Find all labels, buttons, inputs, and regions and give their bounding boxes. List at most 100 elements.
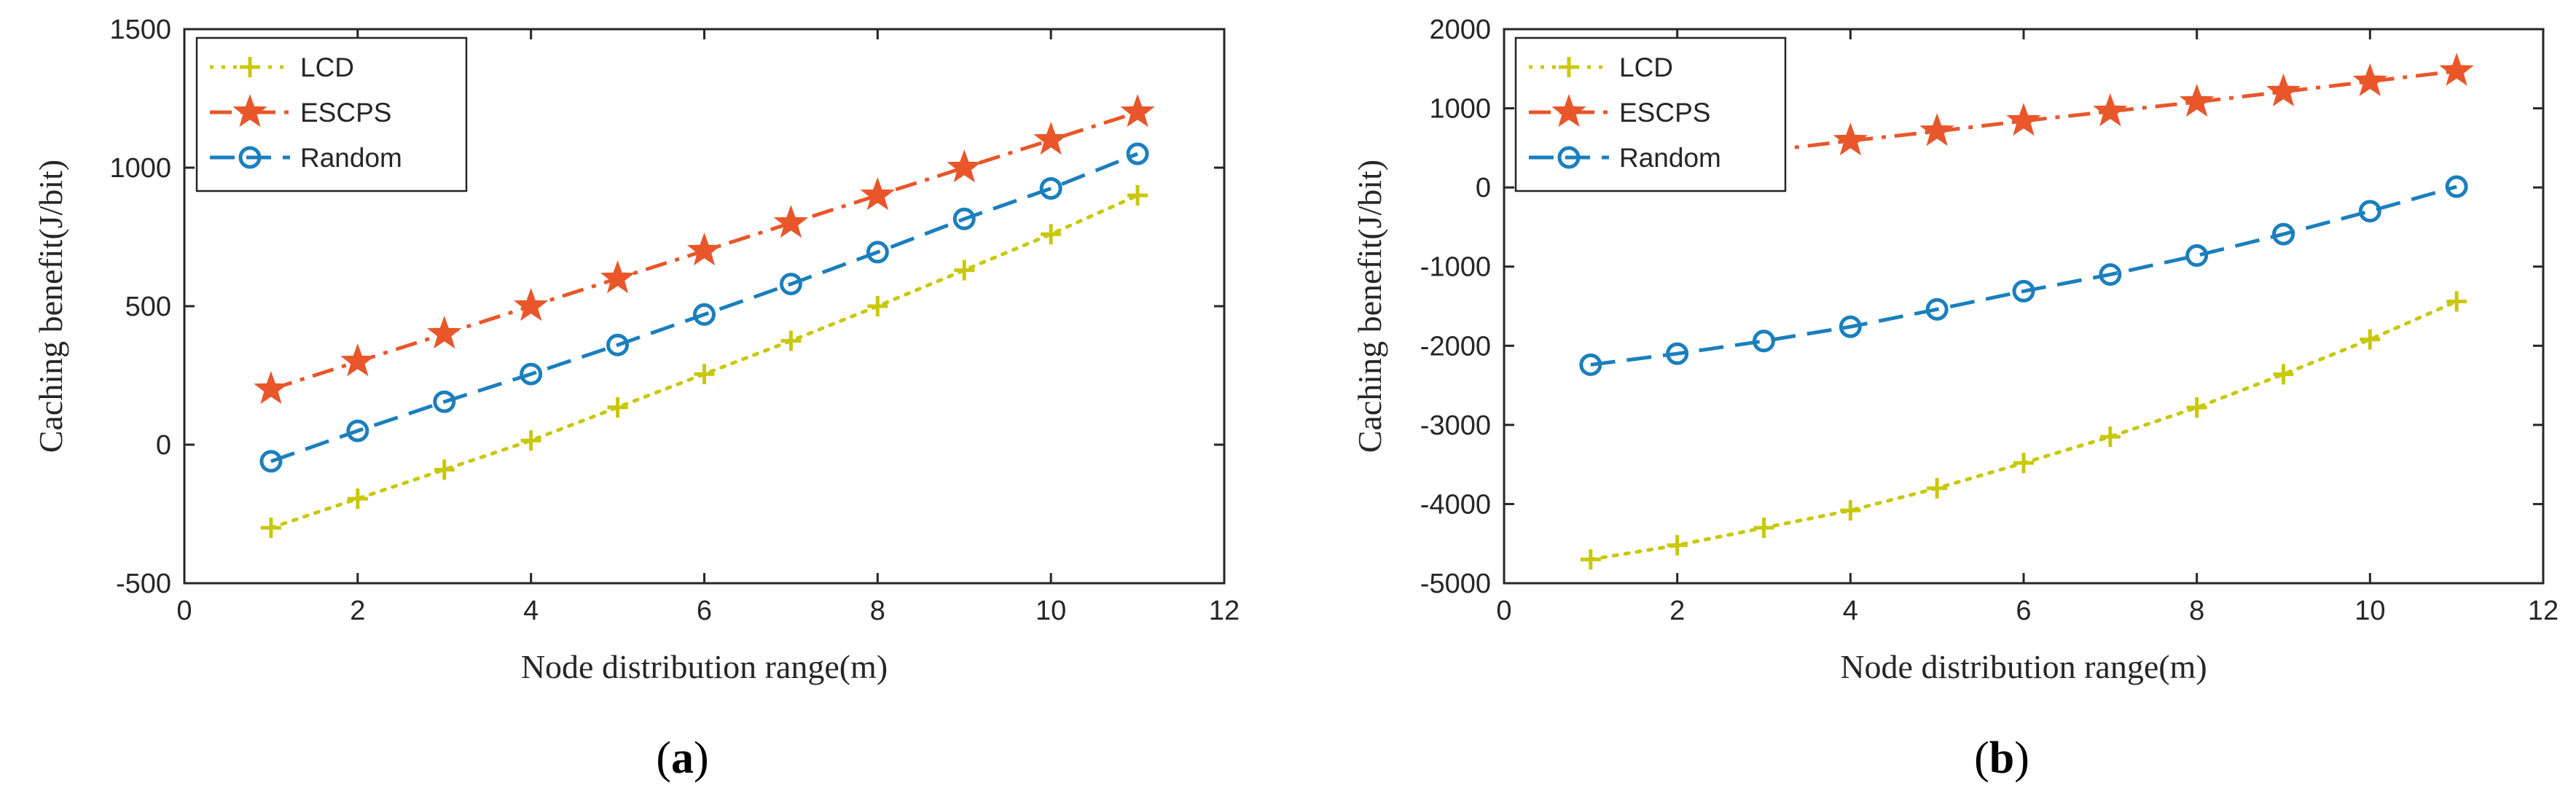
caption-close: ) (694, 733, 709, 783)
data-point-lcd (434, 459, 455, 480)
data-point-lcd (2273, 364, 2294, 385)
data-point-lcd (1840, 500, 1861, 521)
data-point-lcd (1667, 534, 1688, 556)
chart-panel-b: 0 2 4 6 8 10 12 -5000 -4000 -3000 -2000 -1000 0 1000 2… (1351, 15, 2559, 783)
x-tick-label: 10 (2354, 596, 2385, 626)
y-tick-label: 1500 (109, 15, 171, 45)
data-point-lcd (694, 364, 715, 385)
data-point-lcd (1041, 224, 1062, 245)
data-point-random (606, 333, 630, 356)
x-tick-label: 8 (870, 596, 885, 626)
data-point-escps (2439, 52, 2474, 86)
data-point-escps (1120, 94, 1155, 128)
data-point-random (2012, 279, 2035, 303)
data-point-lcd (954, 260, 975, 281)
y-tick-label: 500 (125, 292, 171, 322)
data-point-lcd (2099, 426, 2121, 448)
data-point-lcd (2446, 291, 2467, 312)
data-point-random (2099, 263, 2122, 287)
data-point-random (2445, 175, 2468, 198)
data-point-escps (2266, 73, 2301, 106)
y-tick-label: -2000 (1420, 331, 1491, 362)
legend-label-lcd: LCD (300, 52, 354, 82)
x-tick-label: 6 (697, 596, 712, 626)
data-point-random (1579, 353, 1602, 376)
legend-label-escps: ESCPS (1619, 98, 1710, 128)
series-random (259, 142, 1149, 473)
data-point-lcd (520, 430, 541, 451)
data-point-escps (254, 371, 289, 405)
panel-caption-a: (a) (656, 733, 708, 783)
legend-label-random: Random (1619, 143, 1721, 173)
data-point-lcd (1927, 478, 1948, 499)
x-axis-label: Node distribution range(m) (1840, 648, 2207, 685)
data-point-random (520, 362, 543, 386)
data-point-random (779, 273, 802, 296)
legend-marker-lcd (1559, 57, 1579, 77)
x-tick-label: 4 (523, 596, 539, 626)
data-point-escps (2006, 102, 2041, 136)
data-point-escps (2179, 83, 2215, 117)
caption-letter: a (671, 733, 694, 783)
data-point-random (2358, 200, 2381, 223)
data-point-random (866, 241, 889, 264)
legend-label-lcd: LCD (1619, 52, 1673, 82)
series-escps (254, 94, 1155, 405)
x-tick-label: 4 (1843, 596, 1858, 626)
legend-box (195, 36, 468, 192)
x-tick-label: 10 (1036, 596, 1066, 626)
data-point-escps (1033, 122, 1068, 155)
data-point-escps (1919, 113, 1954, 147)
data-point-lcd (2360, 329, 2381, 350)
legend-marker-escps (232, 94, 267, 128)
data-point-lcd (780, 330, 802, 351)
data-point-lcd (1127, 185, 1148, 206)
data-point-lcd (260, 518, 281, 538)
data-point-random (346, 419, 369, 443)
data-point-escps (426, 316, 462, 349)
x-tick-label: 0 (176, 596, 192, 626)
data-point-random (433, 390, 456, 413)
data-point-lcd (1580, 549, 1601, 570)
x-tick-label: 2 (1669, 596, 1685, 626)
y-tick-label: -1000 (1420, 252, 1491, 283)
data-point-random (1925, 297, 1949, 321)
data-point-escps (860, 177, 896, 211)
data-point-random (1666, 342, 1689, 365)
series-line-random (270, 152, 1139, 464)
y-tick-label: 1000 (109, 153, 171, 184)
caption-open: ( (656, 733, 671, 783)
data-point-escps (773, 205, 809, 238)
y-axis-label: Caching benefit(J/bit) (32, 160, 69, 453)
caption-close: ) (2014, 733, 2029, 783)
legend-marker-escps (1551, 94, 1586, 128)
legend-marker-lcd (240, 57, 260, 77)
legend-a: LCD ESCPS Random (195, 36, 468, 192)
y-tick-label: 0 (156, 430, 171, 461)
data-point-lcd (607, 397, 628, 418)
data-point-escps (2093, 93, 2128, 127)
y-tick-label: -5000 (1420, 569, 1491, 599)
data-point-random (1839, 315, 1862, 338)
data-point-random (1753, 330, 1775, 353)
data-point-lcd (2013, 452, 2034, 473)
legend-b: LCD ESCPS Random (1514, 36, 1787, 192)
x-tick-label: 2 (350, 596, 365, 626)
data-point-lcd (2186, 397, 2207, 418)
x-tick-label: 6 (2016, 596, 2031, 626)
data-point-random (1039, 177, 1062, 200)
data-point-escps (1833, 122, 1868, 156)
y-tick-label: -500 (116, 569, 171, 599)
legend-marker-random (238, 146, 262, 169)
data-point-random (952, 207, 976, 230)
legend-label-random: Random (300, 143, 402, 173)
legend-label-escps: ESCPS (300, 98, 391, 128)
data-point-random (693, 303, 716, 326)
series-lcd (1580, 291, 2467, 570)
data-point-random (259, 450, 283, 473)
data-point-random (2185, 244, 2209, 268)
x-axis-label: Node distribution range(m) (521, 648, 888, 685)
x-tick-label: 8 (2189, 596, 2204, 626)
